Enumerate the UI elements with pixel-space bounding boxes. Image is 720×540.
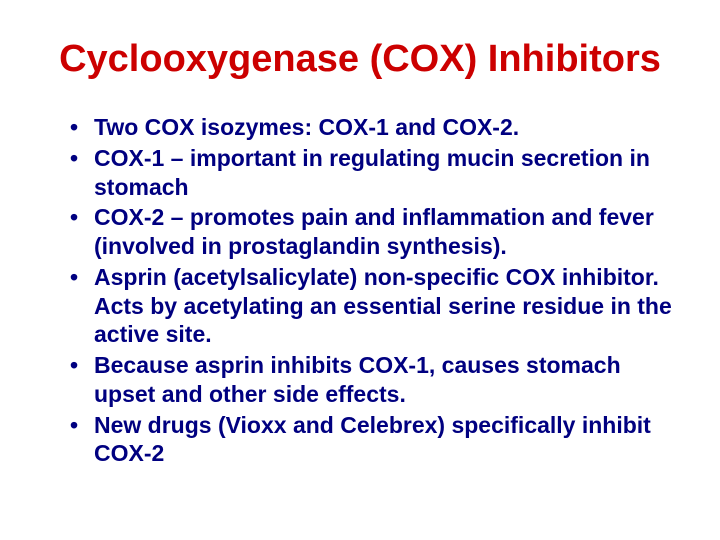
list-item: Because asprin inhibits COX-1, causes st… bbox=[70, 351, 680, 409]
list-item: Two COX isozymes: COX-1 and COX-2. bbox=[70, 113, 680, 142]
slide: Cyclooxygenase (COX) Inhibitors Two COX … bbox=[0, 0, 720, 540]
list-item: New drugs (Vioxx and Celebrex) specifica… bbox=[70, 411, 680, 469]
list-item: COX-2 – promotes pain and inflammation a… bbox=[70, 203, 680, 261]
slide-title: Cyclooxygenase (COX) Inhibitors bbox=[40, 38, 680, 81]
list-item: COX-1 – important in regulating mucin se… bbox=[70, 144, 680, 202]
list-item: Asprin (acetylsalicylate) non-specific C… bbox=[70, 263, 680, 349]
bullet-list: Two COX isozymes: COX-1 and COX-2. COX-1… bbox=[40, 113, 680, 468]
